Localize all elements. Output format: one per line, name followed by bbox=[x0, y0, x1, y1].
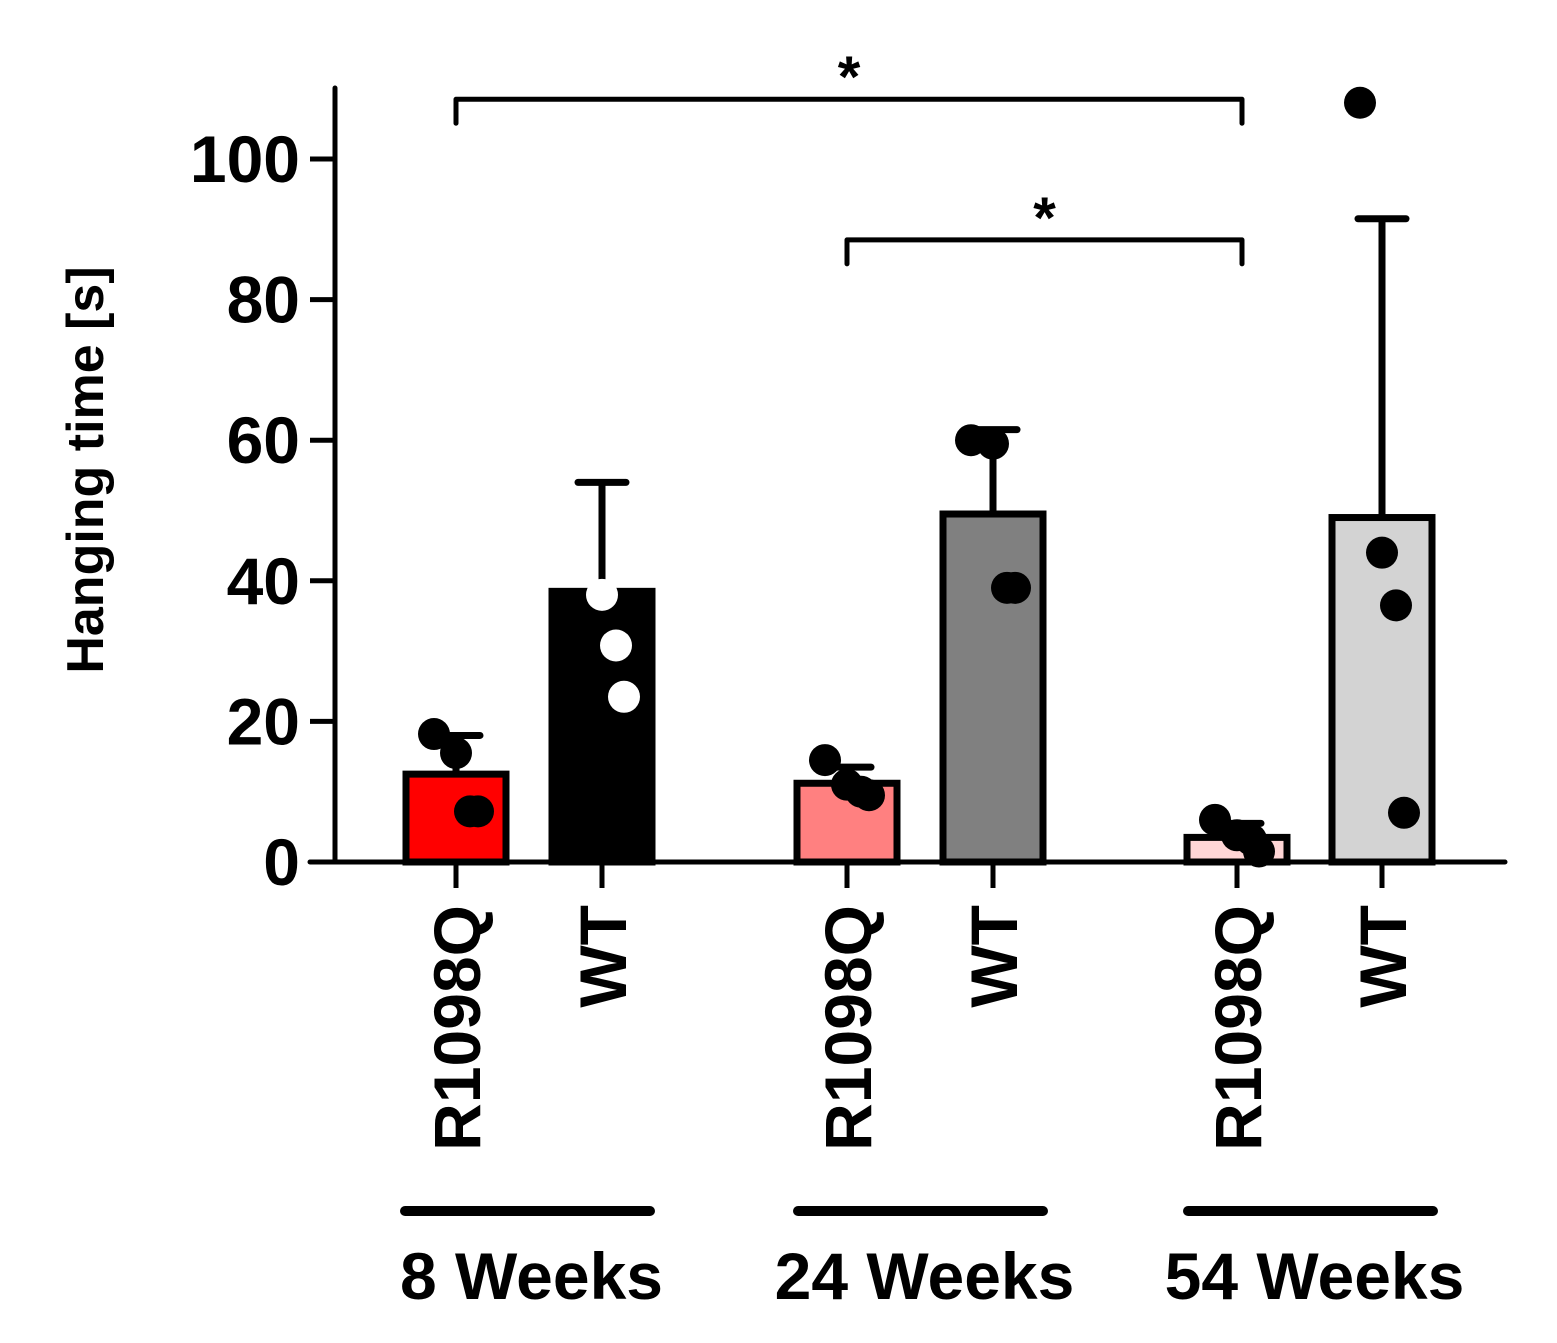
data-point bbox=[440, 737, 472, 770]
group-label: 54 Weeks bbox=[1165, 1239, 1465, 1313]
y-tick-label: 60 bbox=[227, 403, 300, 477]
data-point bbox=[977, 427, 1009, 460]
bars-layer bbox=[402, 510, 1436, 866]
significance-bracket bbox=[844, 237, 1245, 267]
x-tick-label: R1098Q bbox=[420, 905, 494, 1151]
y-tick-label: 40 bbox=[227, 544, 300, 618]
significance-layer: ** bbox=[453, 45, 1245, 267]
group-label: 8 Weeks bbox=[400, 1239, 663, 1313]
significance-bracket bbox=[453, 96, 1245, 126]
data-point bbox=[1366, 536, 1398, 569]
bar-8-weeks-wt bbox=[548, 587, 656, 866]
x-tick-label: R1098Q bbox=[1201, 905, 1275, 1151]
points-layer bbox=[418, 86, 1420, 868]
y-tick-label: 100 bbox=[190, 122, 300, 196]
y-tick-label: 20 bbox=[227, 684, 300, 758]
x-tick-label: R1098Q bbox=[811, 905, 885, 1151]
data-point bbox=[853, 779, 885, 812]
data-point bbox=[462, 795, 494, 828]
bar-24-weeks-wt bbox=[939, 510, 1047, 866]
data-point bbox=[1243, 835, 1275, 868]
data-point bbox=[999, 571, 1031, 604]
y-axis-label: Hanging time [s] bbox=[57, 266, 115, 673]
data-point bbox=[608, 680, 640, 713]
data-point bbox=[586, 578, 618, 611]
data-point bbox=[1380, 589, 1412, 622]
axes-layer bbox=[307, 85, 1508, 1216]
group-label: 24 Weeks bbox=[775, 1239, 1075, 1313]
data-point bbox=[418, 718, 450, 751]
y-tick-label: 80 bbox=[227, 263, 300, 337]
data-point bbox=[809, 744, 841, 777]
significance-label: * bbox=[1033, 186, 1056, 251]
data-point bbox=[600, 629, 632, 662]
y-tick-label: 0 bbox=[263, 825, 300, 899]
x-tick-label: WT bbox=[566, 905, 640, 1008]
data-point bbox=[564, 424, 596, 457]
x-tick-label: WT bbox=[957, 905, 1031, 1008]
significance-label: * bbox=[838, 45, 861, 110]
labels-layer: Hanging time [s] 0 20 40 60 80 100 R1098Q WT 8 W… bbox=[57, 122, 1464, 1313]
x-tick-label: WT bbox=[1346, 905, 1420, 1008]
data-point bbox=[1344, 86, 1376, 119]
data-point bbox=[1388, 796, 1420, 829]
